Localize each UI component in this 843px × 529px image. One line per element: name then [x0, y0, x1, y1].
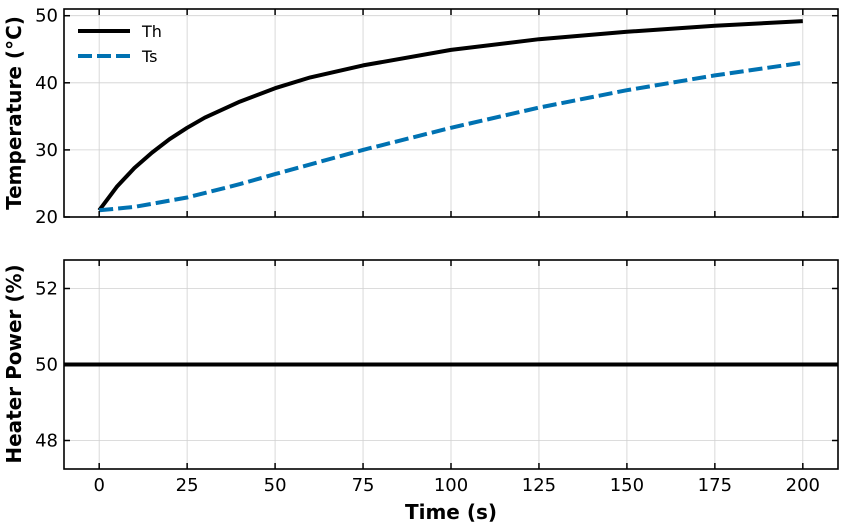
time-x-tick-labels: 0 25 50 75 100 125 150 175 200 — [93, 475, 820, 496]
bot-ytick-label-48: 48 — [35, 431, 58, 452]
temperature-ticks — [64, 9, 838, 218]
time-x-axis-title: Time (s) — [405, 500, 497, 524]
temperature-panel: 20 30 40 50 Temperature (°C) Th Ts — [2, 6, 839, 228]
time-xtick-label-125: 125 — [522, 475, 556, 496]
temperature-y-axis-title: Temperature (°C) — [2, 16, 26, 210]
time-xtick-label-175: 175 — [698, 475, 732, 496]
time-xtick-label-0: 0 — [93, 475, 104, 496]
temperature-series — [97, 19, 804, 213]
time-xtick-label-75: 75 — [352, 475, 375, 496]
top-ytick-label-40: 40 — [35, 73, 58, 94]
heater-power-y-tick-labels: 48 50 52 — [35, 279, 58, 452]
heater-power-panel: 48 50 52 0 25 50 75 100 125 150 175 200 Heater Pow… — [2, 259, 839, 524]
heater-power-y-axis-title: Heater Power (%) — [2, 264, 26, 463]
top-series-line-ts — [99, 60, 804, 213]
legend-label-th: Th — [141, 22, 162, 41]
time-xtick-label-25: 25 — [176, 475, 199, 496]
top-ytick-label-30: 30 — [35, 140, 58, 161]
temperature-y-tick-labels: 20 30 40 50 — [35, 6, 58, 228]
time-xtick-label-50: 50 — [264, 475, 287, 496]
bot-ytick-label-52: 52 — [35, 279, 58, 300]
top-ytick-label-20: 20 — [35, 207, 58, 228]
legend-label-ts: Ts — [141, 47, 157, 66]
legend: Th Ts — [78, 22, 162, 66]
time-xtick-label-200: 200 — [786, 475, 820, 496]
top-ytick-label-50: 50 — [35, 6, 58, 27]
top-series-line-th — [97, 19, 803, 212]
heater-power-ticks — [64, 260, 838, 469]
bot-ytick-label-50: 50 — [35, 355, 58, 376]
temperature-grid — [64, 9, 838, 218]
time-xtick-label-150: 150 — [610, 475, 644, 496]
time-xtick-label-100: 100 — [434, 475, 468, 496]
